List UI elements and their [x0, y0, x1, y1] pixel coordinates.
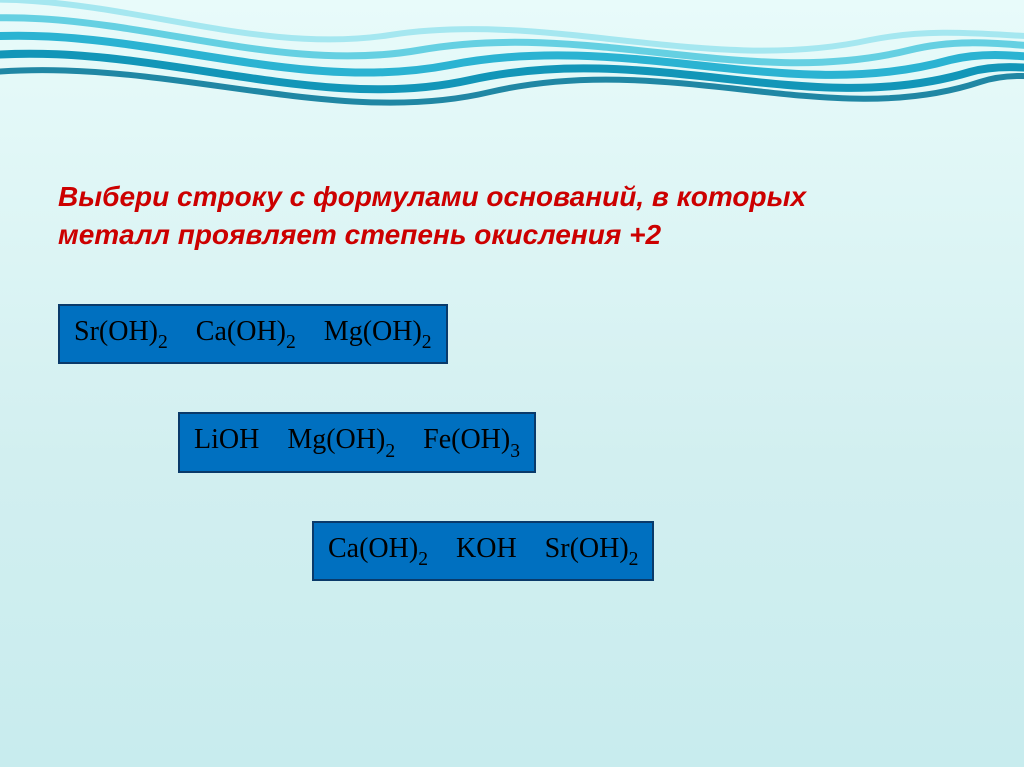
- title-line-2: металл проявляет степень окисления +2: [58, 219, 661, 250]
- subscript: 2: [385, 441, 395, 462]
- formula: Mg(OH): [324, 316, 422, 347]
- formula: Fe(OH): [423, 424, 510, 455]
- answer-option-3[interactable]: Ca(OH)2KOHSr(OH)2: [312, 521, 654, 582]
- subscript: 2: [422, 332, 432, 353]
- formula: Sr(OH): [74, 316, 158, 347]
- subscript: 3: [510, 441, 520, 462]
- formula: Mg(OH): [287, 424, 385, 455]
- subscript: 2: [158, 332, 168, 353]
- formula: Ca(OH): [328, 533, 418, 564]
- answer-option-1[interactable]: Sr(OH)2Ca(OH)2Mg(OH)2: [58, 304, 448, 365]
- answer-option-2[interactable]: LiOH Mg(OH)2 Fe(OH)3: [178, 412, 536, 473]
- subscript: 2: [629, 549, 639, 570]
- formula: LiOH: [194, 424, 259, 455]
- slide-content: Выбери строку с формулами оснований, в к…: [58, 178, 966, 629]
- title-line-1: Выбери строку с формулами оснований, в к…: [58, 181, 806, 212]
- question-title: Выбери строку с формулами оснований, в к…: [58, 178, 966, 254]
- formula: KOH: [456, 533, 517, 564]
- formula: Sr(OH): [545, 533, 629, 564]
- subscript: 2: [286, 332, 296, 353]
- subscript: 2: [418, 549, 428, 570]
- formula: Ca(OH): [196, 316, 286, 347]
